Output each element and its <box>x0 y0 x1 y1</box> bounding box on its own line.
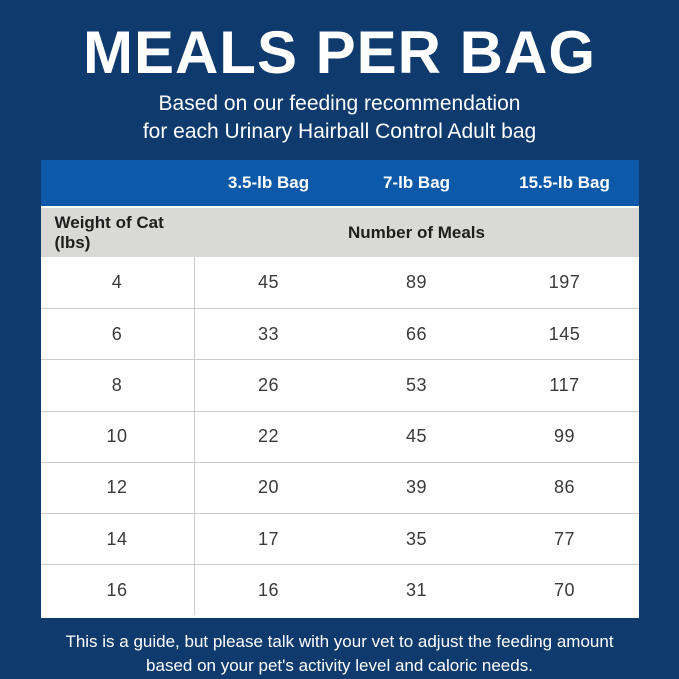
meals-table: 3.5-lb Bag 7-lb Bag 15.5-lb Bag Weight o… <box>40 160 639 618</box>
meals-cell-15-5lb: 77 <box>553 528 576 549</box>
meals-cell-3-5lb: 20 <box>257 477 280 498</box>
weight-of-cat-header: Weight of Cat (lbs) <box>54 212 164 252</box>
page-title: MEALS PER BAG <box>82 19 597 86</box>
header-cell-bag-15-5lb: 15.5-lb Bag <box>519 173 610 192</box>
table-row: 6 33 66 145 <box>40 308 639 360</box>
meals-cell-3-5lb: 16 <box>257 579 280 600</box>
disclaimer-line-2: based on your pet's activity level and c… <box>146 656 533 675</box>
weight-cell: 14 <box>41 513 195 565</box>
subtitle-line-2: for each Urinary Hairball Control Adult … <box>142 120 537 143</box>
meals-cell-3-5lb: 26 <box>257 374 280 395</box>
weight-cell: 10 <box>41 411 195 462</box>
table-subheader-row: Weight of Cat (lbs) Number of Meals <box>40 208 639 257</box>
table-header-row: 3.5-lb Bag 7-lb Bag 15.5-lb Bag <box>40 160 639 208</box>
meals-cell-7lb: 45 <box>405 426 428 447</box>
weight-cell: 4 <box>41 257 195 309</box>
meals-cell-3-5lb: 22 <box>257 426 280 447</box>
meals-cell-15-5lb: 99 <box>553 426 576 447</box>
table-row: 4 45 89 197 <box>40 257 639 309</box>
meals-cell-15-5lb: 197 <box>548 272 581 293</box>
meals-cell-7lb: 31 <box>405 579 428 600</box>
meals-cell-3-5lb: 17 <box>257 528 280 549</box>
meals-cell-15-5lb: 145 <box>548 323 581 344</box>
weight-cell: 16 <box>41 565 195 616</box>
table-row: 10 22 45 99 <box>40 410 639 462</box>
table-row: 12 20 39 86 <box>40 461 639 513</box>
meals-cell-3-5lb: 33 <box>257 323 280 344</box>
table-row: 14 17 35 77 <box>40 512 639 565</box>
weight-cell: 12 <box>41 462 195 513</box>
table-row: 16 16 31 70 <box>40 564 639 616</box>
disclaimer-line-1: This is a guide, but please talk with yo… <box>65 632 614 651</box>
meals-cell-15-5lb: 117 <box>549 374 580 395</box>
meals-cell-7lb: 39 <box>405 477 428 498</box>
disclaimer-note: This is a guide, but please talk with yo… <box>65 630 613 678</box>
number-of-meals-header: Number of Meals <box>348 222 485 242</box>
header-cell-bag-7lb: 7-lb Bag <box>382 173 451 192</box>
header-cell-bag-3-5lb: 3.5-lb Bag <box>227 173 310 192</box>
page-subtitle: Based on our feeding recommendation for … <box>143 90 536 146</box>
meals-cell-3-5lb: 45 <box>257 272 280 293</box>
meals-cell-7lb: 53 <box>405 374 428 395</box>
table-row: 8 26 53 117 <box>40 359 639 411</box>
meals-cell-7lb: 35 <box>405 528 428 549</box>
meals-cell-15-5lb: 86 <box>553 477 576 498</box>
weight-cell: 6 <box>41 309 195 360</box>
meals-cell-7lb: 66 <box>405 323 428 344</box>
subtitle-line-1: Based on our feeding recommendation <box>158 92 521 115</box>
weight-cell: 8 <box>41 360 195 411</box>
meals-cell-15-5lb: 70 <box>553 579 576 600</box>
meals-cell-7lb: 89 <box>405 272 428 293</box>
